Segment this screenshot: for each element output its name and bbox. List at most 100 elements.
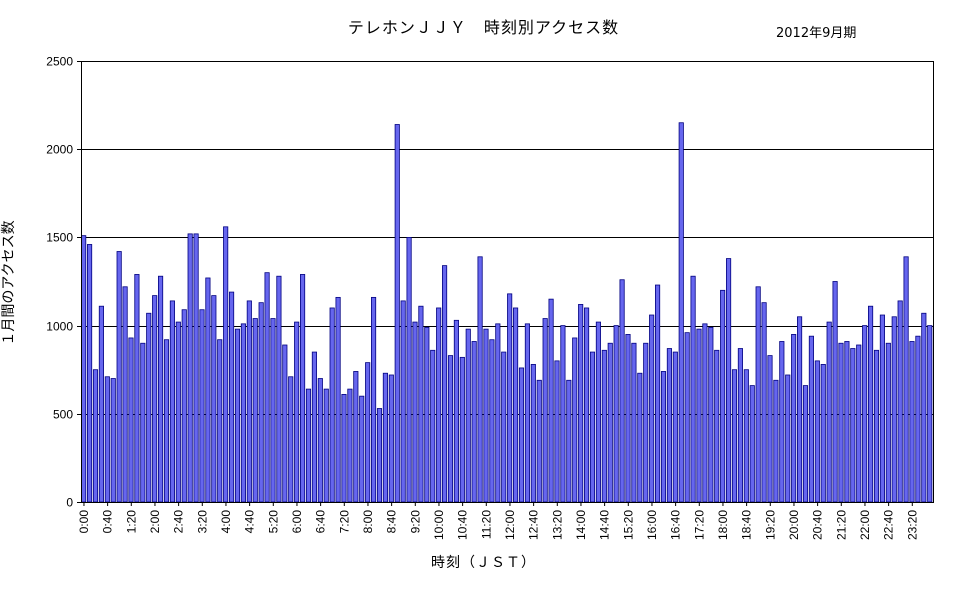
x-tick-label: 14:40 xyxy=(598,510,612,540)
bar xyxy=(536,379,542,503)
bar xyxy=(507,293,513,503)
bar xyxy=(862,325,868,503)
x-tick-label: 3:20 xyxy=(195,510,209,534)
bar xyxy=(175,321,181,503)
bar xyxy=(264,272,270,503)
bar xyxy=(785,374,791,503)
x-tick-label: 6:40 xyxy=(314,510,328,534)
bar xyxy=(927,325,933,503)
bar xyxy=(371,296,377,503)
bar xyxy=(181,309,187,503)
bar xyxy=(122,286,128,503)
bar xyxy=(92,369,99,503)
bar xyxy=(655,284,661,503)
x-tick-label: 8:40 xyxy=(385,510,399,534)
bar xyxy=(524,323,530,503)
y-tick-label: 2500 xyxy=(46,55,73,69)
bar xyxy=(229,291,235,503)
bar xyxy=(666,348,672,503)
y-tick-labels: 0 500 1000 1500 2000 2500 xyxy=(46,55,81,510)
x-tick-label: 4:40 xyxy=(243,510,257,534)
bar xyxy=(844,341,850,503)
bar xyxy=(584,307,590,503)
bar xyxy=(513,307,519,503)
x-tick-label: 22:40 xyxy=(882,510,896,540)
bar xyxy=(714,349,720,503)
bar xyxy=(743,369,749,503)
bar xyxy=(98,305,104,503)
bar xyxy=(81,235,87,503)
bar xyxy=(193,233,199,503)
bar xyxy=(554,360,560,503)
bar xyxy=(169,300,175,503)
bar xyxy=(684,332,690,503)
bar xyxy=(637,372,643,503)
bar xyxy=(128,337,134,503)
bar xyxy=(418,305,424,503)
bar xyxy=(211,295,217,503)
bar xyxy=(376,408,383,503)
bar xyxy=(814,360,820,503)
bar xyxy=(311,351,317,503)
x-tick-label: 10:00 xyxy=(432,510,446,540)
bar xyxy=(276,275,282,503)
bar xyxy=(447,355,454,503)
bar xyxy=(589,351,596,503)
bar xyxy=(820,364,826,503)
bar xyxy=(453,319,459,503)
x-tick-label: 7:20 xyxy=(337,510,351,534)
x-tick-labels: 0:00 0:40 1:20 2:00 2:40 3:20 4:00 4:40 5:20 6:00… xyxy=(77,502,919,540)
bar xyxy=(773,379,779,503)
x-tick-label: 2:40 xyxy=(172,510,186,534)
bar xyxy=(850,348,856,503)
bar xyxy=(365,362,371,503)
bar xyxy=(643,342,649,503)
bar xyxy=(826,321,832,503)
bar xyxy=(601,349,607,503)
bar xyxy=(187,233,193,503)
bar xyxy=(885,342,891,503)
plot-area-frame xyxy=(81,61,934,503)
bar xyxy=(483,328,489,503)
bar xyxy=(217,339,223,503)
bar xyxy=(347,388,353,503)
bar xyxy=(270,318,276,503)
bar xyxy=(495,323,501,503)
bar xyxy=(578,304,584,503)
x-tick-label: 15:20 xyxy=(621,510,635,540)
bar xyxy=(660,371,667,503)
bar xyxy=(288,376,294,503)
bar xyxy=(406,236,412,503)
bar xyxy=(442,265,448,503)
bar xyxy=(436,307,442,503)
bar xyxy=(921,312,927,503)
x-tick-label: 20:40 xyxy=(811,510,825,540)
bar xyxy=(110,378,116,503)
bar xyxy=(631,342,637,503)
x-tick-label: 5:20 xyxy=(266,510,280,534)
bar xyxy=(838,342,844,503)
bar xyxy=(252,318,258,503)
bar xyxy=(613,325,619,503)
bar xyxy=(726,258,732,503)
x-tick-label: 12:00 xyxy=(503,510,517,540)
bar xyxy=(897,300,903,503)
bar xyxy=(737,348,743,503)
bar xyxy=(720,289,726,503)
bar xyxy=(832,281,838,503)
bar xyxy=(731,369,738,503)
bar xyxy=(140,342,146,503)
x-tick-label: 17:20 xyxy=(692,510,706,540)
bar xyxy=(560,325,566,503)
bar xyxy=(300,274,306,503)
bar xyxy=(489,339,495,503)
bar xyxy=(915,335,921,503)
bar xyxy=(797,316,803,503)
bar xyxy=(87,244,93,503)
bar xyxy=(702,323,708,503)
bar xyxy=(619,279,625,503)
bar xyxy=(294,321,300,503)
bar xyxy=(696,328,702,503)
bar xyxy=(317,378,323,503)
x-tick-label: 14:00 xyxy=(574,510,588,540)
